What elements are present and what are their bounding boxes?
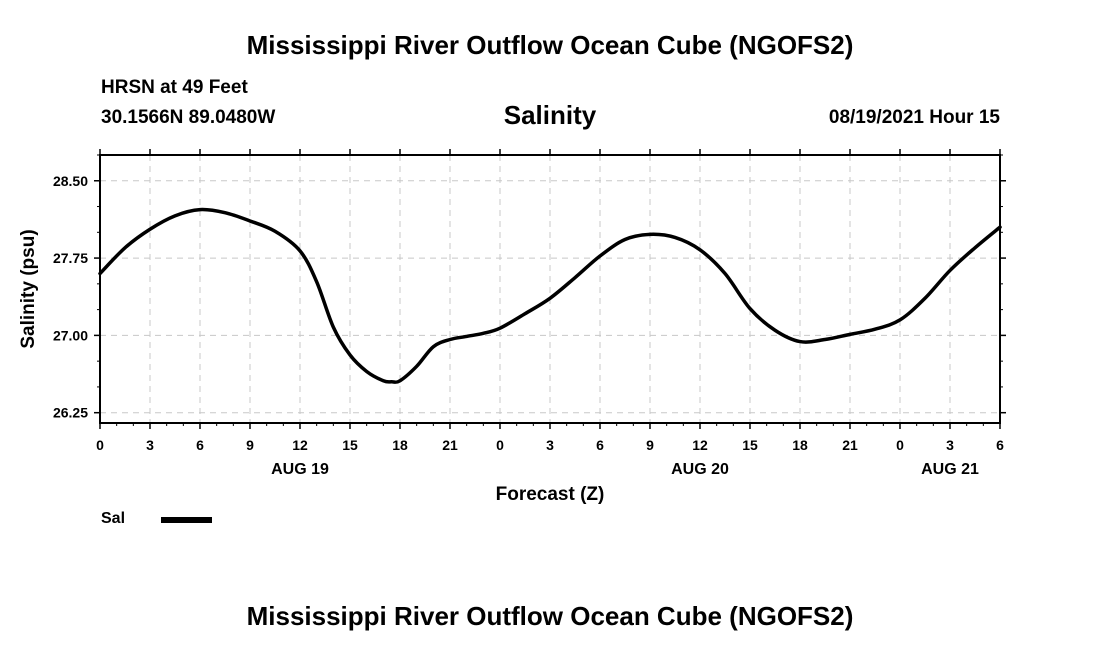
x-tick-label: 9 — [646, 437, 654, 453]
x-tick-label: 21 — [842, 437, 858, 453]
grid-lines — [100, 155, 1000, 423]
x-tick-label: 15 — [742, 437, 758, 453]
x-tick-label: 6 — [996, 437, 1004, 453]
x-tick-label: 0 — [896, 437, 904, 453]
x-tick-label: 12 — [292, 437, 308, 453]
datetime-label: 08/19/2021 Hour 15 — [828, 107, 1000, 128]
x-tick-label: 3 — [946, 437, 954, 453]
y-axis-title: Salinity (psu) — [18, 229, 39, 348]
chart-title: Mississippi River Outflow Ocean Cube (NG… — [246, 30, 854, 60]
x-tick-label: 3 — [546, 437, 554, 453]
x-tick-label: 3 — [146, 437, 154, 453]
x-date-label: AUG 21 — [921, 461, 979, 478]
x-tick-label: 18 — [392, 437, 408, 453]
axis-ticks: 0 3 6 9 12 15 18 21 0 3 6 9 12 15 18 21 0 3 6 AUG 19 AUG 20 A… — [53, 149, 1006, 478]
x-tick-label: 9 — [246, 437, 254, 453]
salinity-series-line — [98, 207, 1002, 384]
y-tick-label: 28.50 — [53, 173, 88, 189]
x-tick-label: 0 — [496, 437, 504, 453]
variable-title: Salinity — [503, 100, 597, 130]
x-date-label: AUG 20 — [671, 461, 729, 478]
coordinates-label: 30.1566N 89.0480W — [101, 107, 276, 128]
station-label: HRSN at 49 Feet — [101, 77, 248, 98]
x-date-label: AUG 19 — [271, 461, 329, 478]
x-tick-label: 18 — [792, 437, 808, 453]
x-tick-label: 12 — [692, 437, 708, 453]
y-tick-label: 27.00 — [53, 327, 88, 343]
x-tick-label: 6 — [596, 437, 604, 453]
legend-label: Sal — [101, 510, 126, 527]
data-series — [98, 207, 1002, 384]
x-tick-label: 21 — [442, 437, 458, 453]
x-axis-title: Forecast (Z) — [496, 484, 605, 505]
x-tick-label: 15 — [342, 437, 358, 453]
x-tick-label: 0 — [96, 437, 104, 453]
x-tick-label: 6 — [196, 437, 204, 453]
y-tick-label: 26.25 — [53, 405, 88, 421]
footer-title: Mississippi River Outflow Ocean Cube (NG… — [246, 601, 854, 631]
y-tick-label: 27.75 — [53, 250, 88, 266]
